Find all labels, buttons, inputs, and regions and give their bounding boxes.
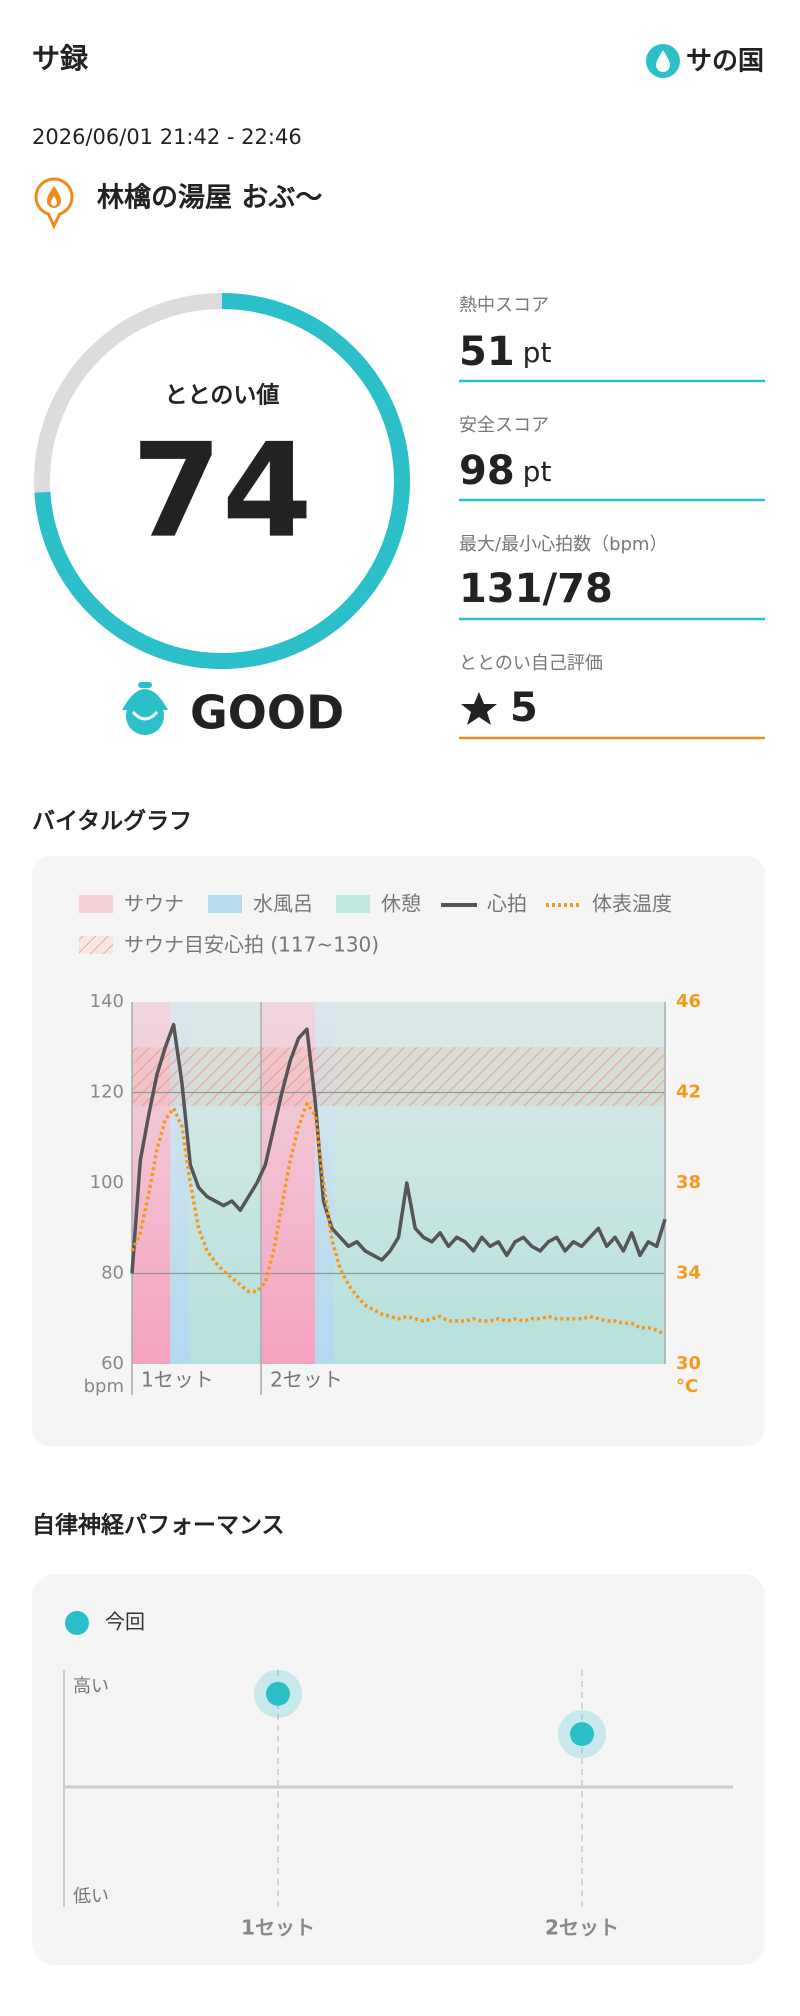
metric-label: ととのい自己評価 [459,653,603,674]
metric-value: 131/78 [459,566,613,612]
legend-swatch [336,895,370,913]
legend-label: サウナ目安心拍 (117~130) [124,933,379,957]
metric-label: 熱中スコア [459,295,549,316]
rating-icon [122,682,168,735]
y-tick-label: 140 [90,991,124,1012]
legend-label: 心拍 [487,892,527,916]
legend-swatch [79,895,113,913]
legend-swatch [208,895,242,913]
logo[interactable]: サの国 [646,44,764,78]
metric-label: 最大/最小心拍数（bpm） [459,534,667,555]
metric-unit: pt [523,336,552,369]
metric-label: 安全スコア [459,415,549,436]
legend-label: 水風呂 [253,892,313,916]
legend-label: 休憩 [381,892,421,916]
facility-name[interactable]: 林檎の湯屋 おぶ～ [97,183,322,214]
x-tick-label: 2セット [545,1916,619,1940]
score-value: 74 [132,415,313,567]
score-rating: GOOD [190,686,344,740]
metric-number: 98 [459,448,515,494]
legend-label: サウナ [124,892,184,916]
metric-value: 98 pt [459,448,551,494]
section-title: 自律神経パフォーマンス [32,1512,285,1539]
session-datetime: 2026/06/01 21:42 - 22:46 [32,125,302,149]
metric-value: 5 [510,685,538,731]
legend-label: 体表温度 [592,892,672,916]
temperature-line [130,1102,666,1337]
facility-icon [34,177,74,230]
metric-unit: pt [523,455,552,488]
metric-value: 51 pt [459,329,551,375]
logo-drop [656,50,670,72]
y-low-label: 低い [73,1886,109,1907]
logo-text: サの国 [686,47,764,77]
star-icon [461,692,497,725]
y2-axis-label: °C [676,1376,698,1397]
set-label: 1セット [141,1368,214,1392]
metric-number: 51 [459,329,515,375]
y-tick-label: 60 [101,1353,124,1374]
y-axis-label: bpm [84,1376,124,1397]
y-tick-label: 100 [90,1172,124,1193]
y-tick-label: 120 [90,1082,124,1103]
set-label: 2セット [270,1368,343,1392]
section-title: バイタルグラフ [32,808,192,835]
legend-label: 今回 [105,1610,145,1634]
legend-marker [65,1611,89,1635]
y-high-label: 高い [73,1676,109,1697]
point [266,1681,290,1706]
point [570,1722,594,1747]
y2-tick-label: 30 [676,1353,701,1374]
y-tick-label: 80 [101,1263,124,1284]
gauge-arc [34,293,410,669]
y2-tick-label: 46 [676,991,701,1012]
heart-rate-line [130,1022,667,1274]
target-band [132,1047,665,1107]
legend-swatch [79,936,113,954]
y2-tick-label: 38 [676,1172,701,1193]
score-gauge [34,293,410,669]
app-title: サ録 [32,42,89,75]
x-tick-label: 1セット [241,1916,315,1940]
score-label: ととのい値 [165,383,280,409]
y2-tick-label: 42 [676,1082,701,1103]
y2-tick-label: 34 [676,1263,701,1284]
